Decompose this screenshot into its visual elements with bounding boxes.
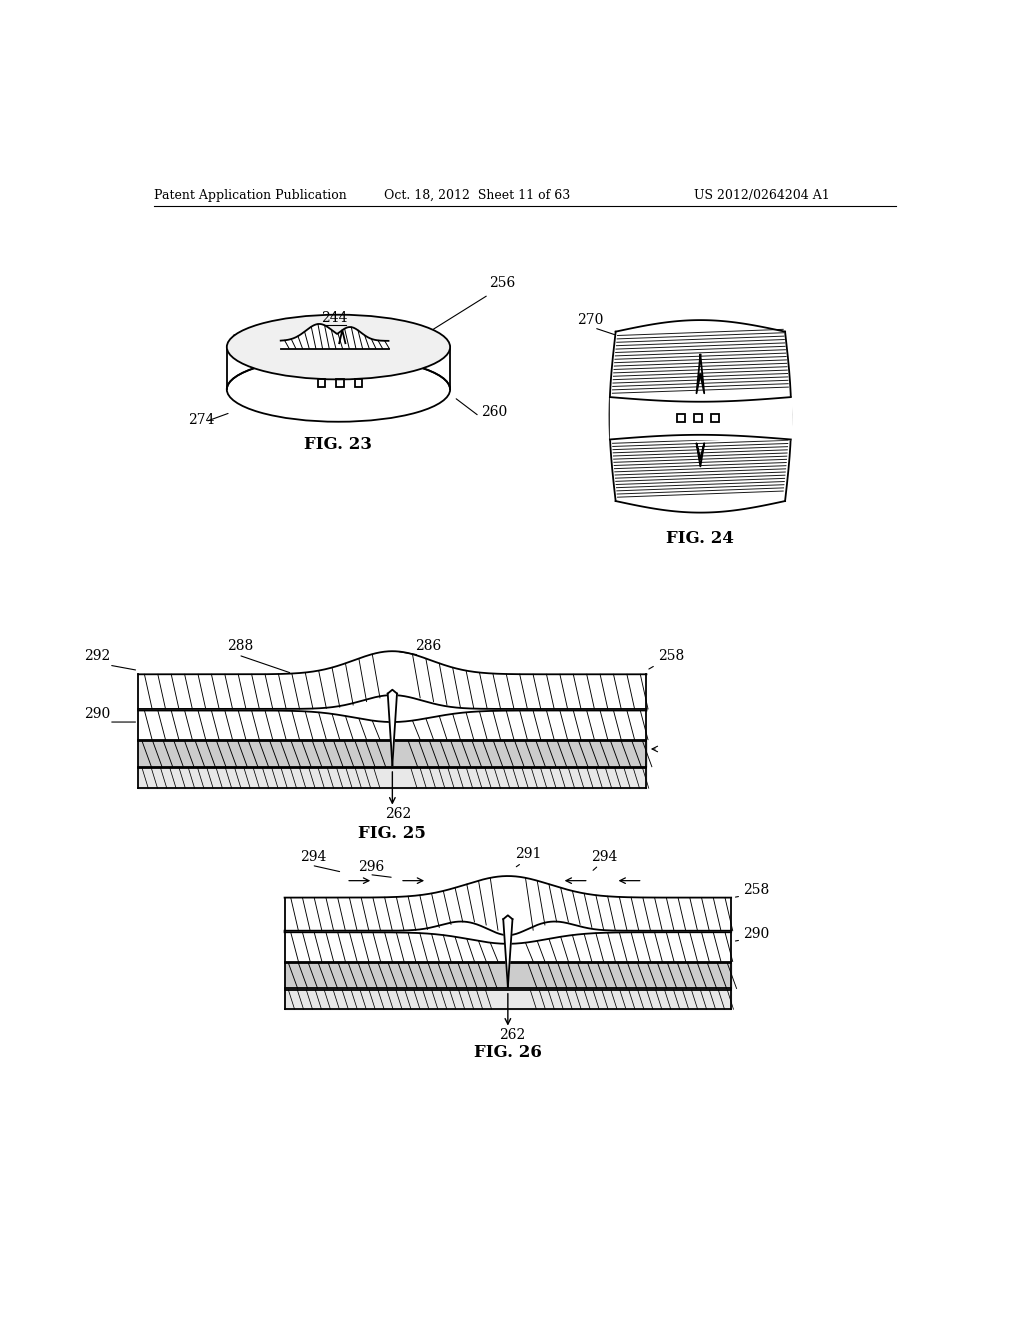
Text: Oct. 18, 2012  Sheet 11 of 63: Oct. 18, 2012 Sheet 11 of 63 xyxy=(384,189,570,202)
Text: 294: 294 xyxy=(300,850,327,863)
Bar xyxy=(694,414,701,422)
Text: 286: 286 xyxy=(416,639,441,652)
Text: 274: 274 xyxy=(188,413,215,428)
Text: FIG. 23: FIG. 23 xyxy=(304,437,373,454)
Bar xyxy=(317,379,326,387)
Text: 252: 252 xyxy=(230,334,257,348)
Text: 288: 288 xyxy=(226,639,253,652)
Text: 290: 290 xyxy=(84,708,111,721)
Text: 268: 268 xyxy=(385,330,411,345)
Polygon shape xyxy=(388,689,397,766)
Text: 270: 270 xyxy=(578,313,603,327)
Bar xyxy=(677,414,685,422)
Text: 258: 258 xyxy=(658,649,684,664)
Text: 256: 256 xyxy=(488,276,515,290)
Text: 244: 244 xyxy=(322,312,348,326)
Text: 294: 294 xyxy=(591,850,617,863)
Text: FIG. 25: FIG. 25 xyxy=(358,825,426,842)
Text: 262: 262 xyxy=(385,807,411,821)
Text: 290: 290 xyxy=(742,928,769,941)
Text: US 2012/0264204 A1: US 2012/0264204 A1 xyxy=(694,189,829,202)
Text: FIG. 26: FIG. 26 xyxy=(474,1044,542,1061)
Text: 260: 260 xyxy=(481,405,507,420)
Bar xyxy=(336,379,344,387)
Text: Patent Application Publication: Patent Application Publication xyxy=(154,189,346,202)
Polygon shape xyxy=(503,915,512,987)
Text: 258: 258 xyxy=(742,883,769,896)
Text: FIG. 24: FIG. 24 xyxy=(667,531,734,548)
Bar xyxy=(354,379,362,387)
Text: 291: 291 xyxy=(515,846,542,861)
Text: 292: 292 xyxy=(84,649,111,664)
Bar xyxy=(711,414,719,422)
Ellipse shape xyxy=(226,314,451,379)
Text: 262: 262 xyxy=(499,1027,525,1041)
Text: 296: 296 xyxy=(357,859,384,874)
